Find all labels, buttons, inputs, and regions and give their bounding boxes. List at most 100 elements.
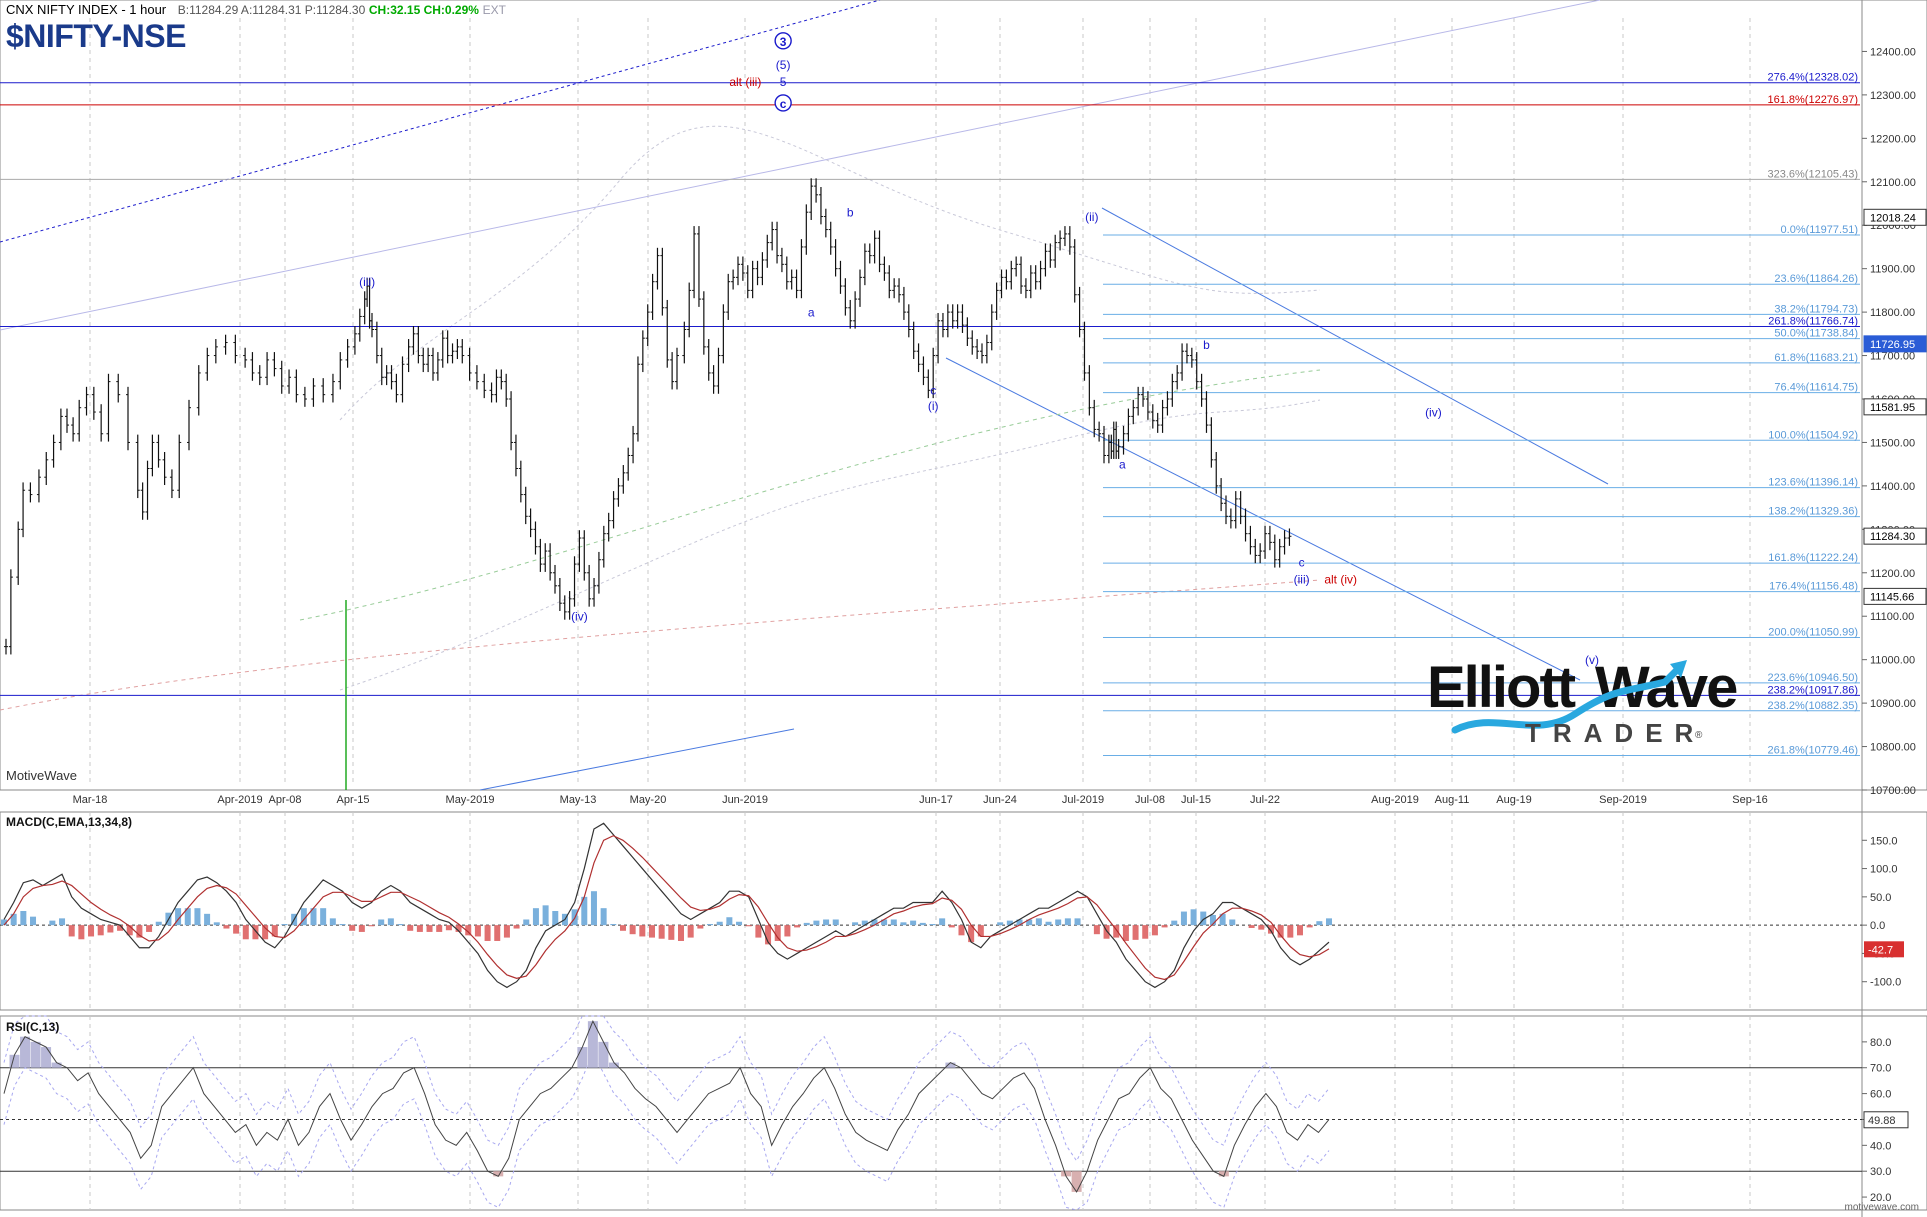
macd-histogram-bar [68, 925, 75, 937]
macd-histogram-bar [1064, 918, 1071, 926]
x-tick-label: Apr-2019 [217, 794, 262, 806]
channel-lower-line [945, 357, 1581, 681]
macd-histogram-bar [1093, 925, 1100, 935]
macd-histogram-bar [668, 925, 675, 940]
rsi-overbought-fill [577, 1047, 588, 1068]
long-trend-line [0, 0, 1601, 331]
macd-histogram-bar [1209, 914, 1216, 926]
macd-histogram-bar [339, 924, 346, 926]
rsi-tick-label: 70.0 [1870, 1063, 1891, 1075]
macd-title: MACD(C,EMA,13,34,8) [6, 815, 133, 829]
chart-header: CNX NIFTY INDEX - 1 hour B:11284.29 A:11… [6, 2, 506, 17]
macd-histogram-bar [242, 925, 249, 940]
y-tick-label: 12400.00 [1870, 46, 1916, 58]
macd-histogram-bar [1219, 913, 1226, 926]
ext-badge[interactable]: EXT [482, 3, 506, 17]
fib-level-label: 323.6%(12105.43) [1767, 168, 1858, 180]
macd-histogram-bar [639, 925, 646, 937]
macd-histogram-bar [1200, 911, 1207, 926]
price-tag [1863, 527, 1927, 545]
macd-histogram-bar [378, 919, 385, 926]
rsi-tick-label: 30.0 [1870, 1166, 1891, 1178]
macd-tick-label: 50.0 [1870, 892, 1891, 904]
macd-tick-label: 150.0 [1870, 835, 1898, 847]
macd-histogram-bar [1035, 918, 1042, 926]
fib-level-label: 50.0%(11738.84) [1774, 328, 1858, 340]
x-tick-label: Jul-15 [1181, 794, 1211, 806]
macd-histogram-bar [146, 925, 153, 932]
rsi-tick-label: 80.0 [1870, 1037, 1891, 1049]
logo-swoosh [1451, 666, 1681, 734]
macd-histogram-bar [126, 925, 133, 936]
macd-histogram-bar [881, 919, 888, 926]
y-tick-label: 10800.00 [1870, 742, 1916, 754]
y-tick-label: 12200.00 [1870, 133, 1916, 145]
macd-histogram-bar [252, 925, 259, 940]
y-tick-label: 11900.00 [1870, 264, 1915, 276]
macd-histogram-bar [958, 925, 965, 936]
rsi-current-label: 49.88 [1868, 1115, 1896, 1127]
macd-histogram-bar [581, 896, 588, 926]
macd-histogram-bar [697, 925, 704, 929]
macd-histogram-bar [648, 925, 655, 938]
macd-histogram-bar [687, 925, 694, 938]
fib-level-label: 0.0%(11977.51) [1781, 224, 1858, 236]
x-tick-label: May-2019 [446, 794, 495, 806]
wave-label: b [847, 206, 854, 220]
x-tick-label: Apr-08 [268, 794, 301, 806]
macd-histogram-bar [455, 925, 462, 932]
fib-level-label: 176.4%(11156.48) [1769, 581, 1858, 593]
macd-histogram-bar [1287, 925, 1294, 938]
macd-histogram-bar [445, 925, 452, 931]
x-tick-label: Aug-19 [1496, 794, 1531, 806]
macd-histogram-bar [184, 908, 191, 926]
macd-histogram-bar [977, 925, 984, 937]
macd-histogram-bar [1016, 919, 1023, 926]
rsi-oversold-fill [493, 1171, 504, 1177]
y-tick-label: 12100.00 [1870, 177, 1916, 189]
macd-histogram-bar [1277, 925, 1284, 938]
macd-histogram-bar [503, 925, 510, 938]
channel-upper-line [1101, 207, 1609, 485]
rsi-line [3, 1019, 1330, 1193]
rsi-tick-label: 20.0 [1870, 1192, 1891, 1204]
macd-histogram-bar [1306, 925, 1313, 928]
macd-histogram-bar [484, 925, 491, 941]
macd-tick-label: 100.0 [1870, 864, 1898, 876]
macd-histogram-bar [1055, 919, 1062, 926]
macd-histogram-bar [1103, 925, 1110, 939]
footer-url[interactable]: motivewave.com [1844, 1202, 1919, 1213]
macd-histogram-bar [368, 925, 375, 927]
y-tick-label: 11200.00 [1870, 568, 1915, 580]
fib-level-label: 223.6%(10946.50) [1767, 672, 1858, 684]
y-tick-label: 11500.00 [1870, 437, 1915, 449]
macd-histogram-bar [1248, 925, 1255, 928]
macd-histogram-bar [890, 919, 897, 926]
macd-histogram-bar [1161, 925, 1168, 928]
fib-level-label: 100.0%(11504.92) [1768, 429, 1858, 441]
symbol-title: $NIFTY-NSE [6, 18, 186, 54]
macd-current-tag [1864, 941, 1904, 958]
macd-line [3, 822, 1330, 989]
price-tag [1863, 208, 1927, 226]
x-tick-label: Apr-15 [336, 794, 369, 806]
macd-histogram-bar [88, 925, 95, 937]
macd-histogram-bar [436, 925, 443, 932]
y-tick-label: 11700.00 [1870, 351, 1915, 363]
fib-level-label: 38.2%(11794.73) [1774, 303, 1858, 315]
macd-histogram-bar [1316, 921, 1323, 926]
logo-word-1: Elliott [1427, 655, 1576, 720]
macd-histogram-bar [919, 922, 926, 926]
moving-average-red [0, 579, 1321, 711]
y-tick-label: 10700.00 [1870, 785, 1916, 797]
macd-histogram-bar [155, 921, 162, 926]
macd-histogram-bar [629, 925, 636, 935]
macd-histogram-bar [107, 925, 114, 933]
macd-histogram-bar [10, 913, 17, 926]
macd-histogram-bar [271, 925, 278, 937]
x-tick-label: Jul-2019 [1062, 794, 1104, 806]
macd-histogram-bar [1151, 925, 1158, 936]
price-tag [1863, 335, 1927, 353]
x-tick-label: May-13 [560, 794, 597, 806]
